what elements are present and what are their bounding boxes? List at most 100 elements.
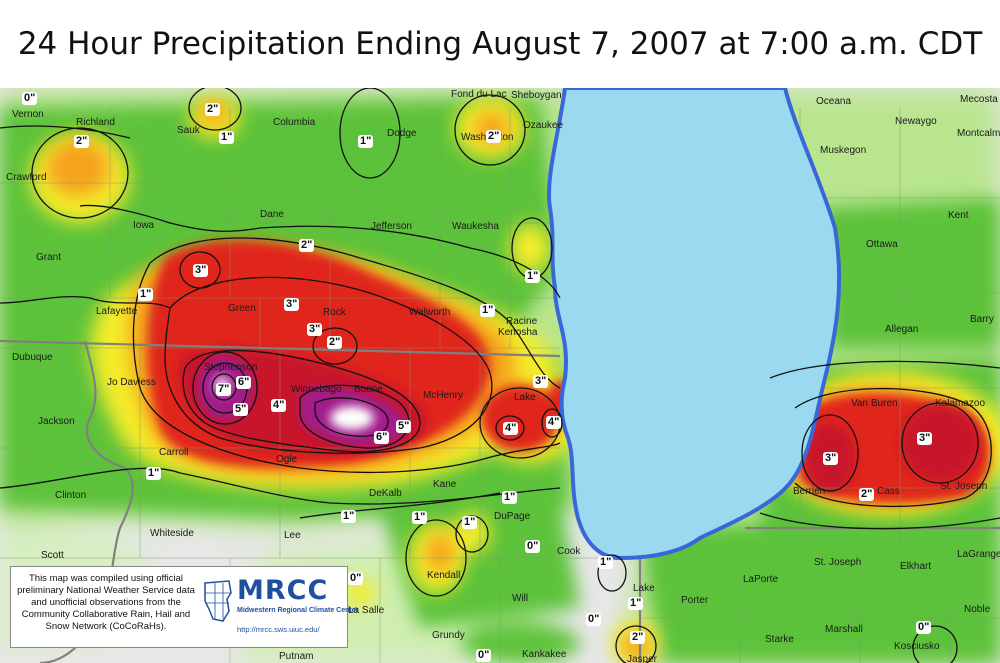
isohyet-label: 1": [138, 288, 154, 301]
county-label: Will: [512, 593, 529, 604]
isohyet-label: 1": [525, 270, 541, 283]
county-label: St. Joseph: [814, 557, 862, 568]
county-label: Kent: [948, 210, 969, 221]
isohyet-label: 1": [628, 597, 644, 610]
mrcc-logo[interactable]: MRCC Midwestern Regional Climate Center …: [201, 573, 358, 645]
county-label: Elkhart: [900, 561, 932, 572]
county-label: Putnam: [279, 651, 314, 662]
isohyet-label: 0": [916, 621, 932, 634]
county-label: Winnebago: [291, 384, 342, 395]
county-label: Grundy: [432, 630, 465, 641]
county-label: Sauk: [177, 125, 200, 136]
isohyet-label: 2": [74, 135, 90, 148]
isohyet-label: 0": [22, 92, 38, 105]
county-label: Columbia: [273, 117, 316, 128]
county-label: Crawford: [6, 172, 47, 183]
county-label: La Salle: [348, 605, 385, 616]
isohyet-label: 5": [396, 420, 412, 433]
county-label: Richland: [76, 117, 115, 128]
county-label: Lafayette: [96, 306, 138, 317]
isohyet-label: 6": [236, 376, 252, 389]
county-label: Green: [228, 303, 256, 314]
county-label: Lake: [633, 583, 655, 594]
county-label: Ottawa: [866, 239, 898, 250]
county-label: Waukesha: [452, 221, 499, 232]
map-title: 24 Hour Precipitation Ending August 7, 2…: [17, 26, 983, 62]
info-box: This map was compiled using official pre…: [10, 566, 358, 648]
county-label: Cook: [557, 546, 581, 557]
info-text: This map was compiled using official pre…: [17, 573, 195, 632]
precipitation-map: Vernon Richland Sauk Columbia Dodge Fond…: [0, 88, 1000, 663]
isohyet-label: 2": [486, 130, 502, 143]
county-label: LaGrange: [957, 549, 1000, 560]
county-label: Porter: [681, 595, 709, 606]
county-label: DuPage: [494, 511, 531, 522]
county-label: Boone: [354, 384, 383, 395]
mrcc-subtitle: Midwestern Regional Climate Center: [237, 607, 359, 614]
county-label: Newaygo: [895, 116, 937, 127]
county-label: Van Buren: [851, 398, 898, 409]
isohyet-label: 0": [586, 613, 602, 626]
county-label: Oceana: [816, 96, 852, 107]
isohyet-label: 0": [525, 540, 541, 553]
county-label: Mecosta: [960, 94, 998, 105]
county-label: Clinton: [55, 490, 87, 501]
isohyet-label: 2": [205, 103, 221, 116]
county-label: Noble: [964, 604, 991, 615]
county-label: Walworth: [409, 307, 451, 318]
map-canvas: [0, 88, 1000, 663]
county-label: Dodge: [387, 128, 417, 139]
county-label: Kendall: [427, 570, 461, 581]
county-label: Fond du Lac: [451, 89, 507, 100]
isohyet-label: 1": [462, 516, 478, 529]
county-label: Kalamazoo: [935, 398, 986, 409]
isohyet-label: 1": [358, 135, 374, 148]
county-label: Berrien: [793, 486, 826, 497]
isohyet-label: 1": [219, 131, 235, 144]
isohyet-label: 4": [271, 399, 287, 412]
county-label: LaPorte: [743, 574, 779, 585]
isohyet-label: 2": [299, 239, 315, 252]
county-label: Jackson: [38, 416, 75, 427]
county-label: Grant: [36, 252, 62, 263]
county-label: Whiteside: [150, 528, 194, 539]
county-label: Montcalm: [957, 128, 1000, 139]
isohyet-label: 1": [480, 304, 496, 317]
isohyet-label: 2": [327, 336, 343, 349]
county-label: Jasper: [627, 654, 658, 663]
midwest-states-icon: [204, 580, 232, 622]
county-label: Allegan: [885, 324, 919, 335]
county-label: Dane: [260, 209, 284, 220]
county-label: Scott: [41, 550, 64, 561]
county-label: Ogle: [276, 454, 298, 465]
isohyet-label: 4": [546, 416, 562, 429]
county-label: Starke: [765, 634, 794, 645]
county-label: Jefferson: [371, 221, 412, 232]
county-lines: [0, 108, 1000, 663]
county-label: Vernon: [12, 109, 44, 120]
isohyet-label: 7": [216, 383, 232, 396]
isohyet-label: 1": [502, 491, 518, 504]
isohyet-label: 3": [533, 375, 549, 388]
isohyet-label: 2": [630, 631, 646, 644]
isohyet-label: 0": [476, 649, 492, 662]
isohyet-label: 1": [341, 510, 357, 523]
isohyet-label: 3": [823, 452, 839, 465]
isohyet-label: 4": [503, 422, 519, 435]
county-label: Barry: [970, 314, 994, 325]
county-label: Dubuque: [12, 352, 53, 363]
county-label: Rock: [323, 307, 346, 318]
isohyet-label: 0": [348, 572, 364, 585]
county-label: Carroll: [159, 447, 189, 458]
isohyet-label: 5": [233, 403, 249, 416]
isohyet-label: 1": [598, 556, 614, 569]
county-label: Iowa: [133, 220, 155, 231]
county-label: Lee: [284, 530, 301, 541]
county-label: Jo Daviess: [107, 377, 156, 388]
isohyet-label: 3": [307, 323, 323, 336]
mrcc-url-link[interactable]: http://mrcc.sws.uiuc.edu/: [237, 625, 320, 634]
isohyet-label: 1": [412, 511, 428, 524]
county-label: Cass: [877, 486, 900, 497]
county-label: Kosciusko: [894, 641, 940, 652]
county-label: McHenry: [423, 390, 464, 401]
